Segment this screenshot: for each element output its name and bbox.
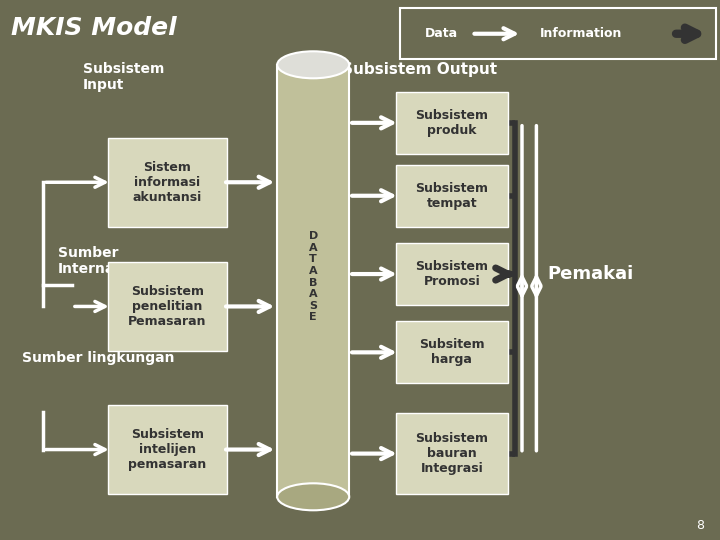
Text: Subsistem
penelitian
Pemasaran: Subsistem penelitian Pemasaran <box>128 285 207 328</box>
FancyBboxPatch shape <box>396 413 508 494</box>
Text: Subsistem
tempat: Subsistem tempat <box>415 182 488 210</box>
Ellipse shape <box>277 483 349 510</box>
Text: D
A
T
A
B
A
S
E: D A T A B A S E <box>309 231 318 322</box>
Text: 8: 8 <box>696 519 704 532</box>
FancyBboxPatch shape <box>396 92 508 154</box>
FancyBboxPatch shape <box>396 165 508 227</box>
FancyBboxPatch shape <box>396 321 508 383</box>
Ellipse shape <box>277 51 349 78</box>
FancyBboxPatch shape <box>400 8 716 59</box>
FancyBboxPatch shape <box>108 138 227 227</box>
Bar <box>277 65 349 497</box>
Text: Subsistem
intelijen
pemasaran: Subsistem intelijen pemasaran <box>128 428 207 471</box>
Text: Sistem
informasi
akuntansi: Sistem informasi akuntansi <box>132 161 202 204</box>
Text: Data: Data <box>425 27 458 40</box>
FancyBboxPatch shape <box>108 262 227 351</box>
Text: Subsistem Output: Subsistem Output <box>342 62 497 77</box>
Text: Sumber
Internal: Sumber Internal <box>58 246 120 276</box>
Text: MKIS Model: MKIS Model <box>11 16 176 40</box>
Text: Pemakai: Pemakai <box>547 265 634 283</box>
Text: Subsistem
Promosi: Subsistem Promosi <box>415 260 488 288</box>
FancyBboxPatch shape <box>108 405 227 494</box>
Text: Information: Information <box>540 27 622 40</box>
Text: Sumber lingkungan: Sumber lingkungan <box>22 351 174 365</box>
Text: Subsistem
Input: Subsistem Input <box>83 62 164 92</box>
Text: Subsistem
produk: Subsistem produk <box>415 109 488 137</box>
Text: Subsitem
harga: Subsitem harga <box>419 339 485 366</box>
FancyBboxPatch shape <box>396 243 508 305</box>
Text: Subsistem
bauran
Integrasi: Subsistem bauran Integrasi <box>415 432 488 475</box>
